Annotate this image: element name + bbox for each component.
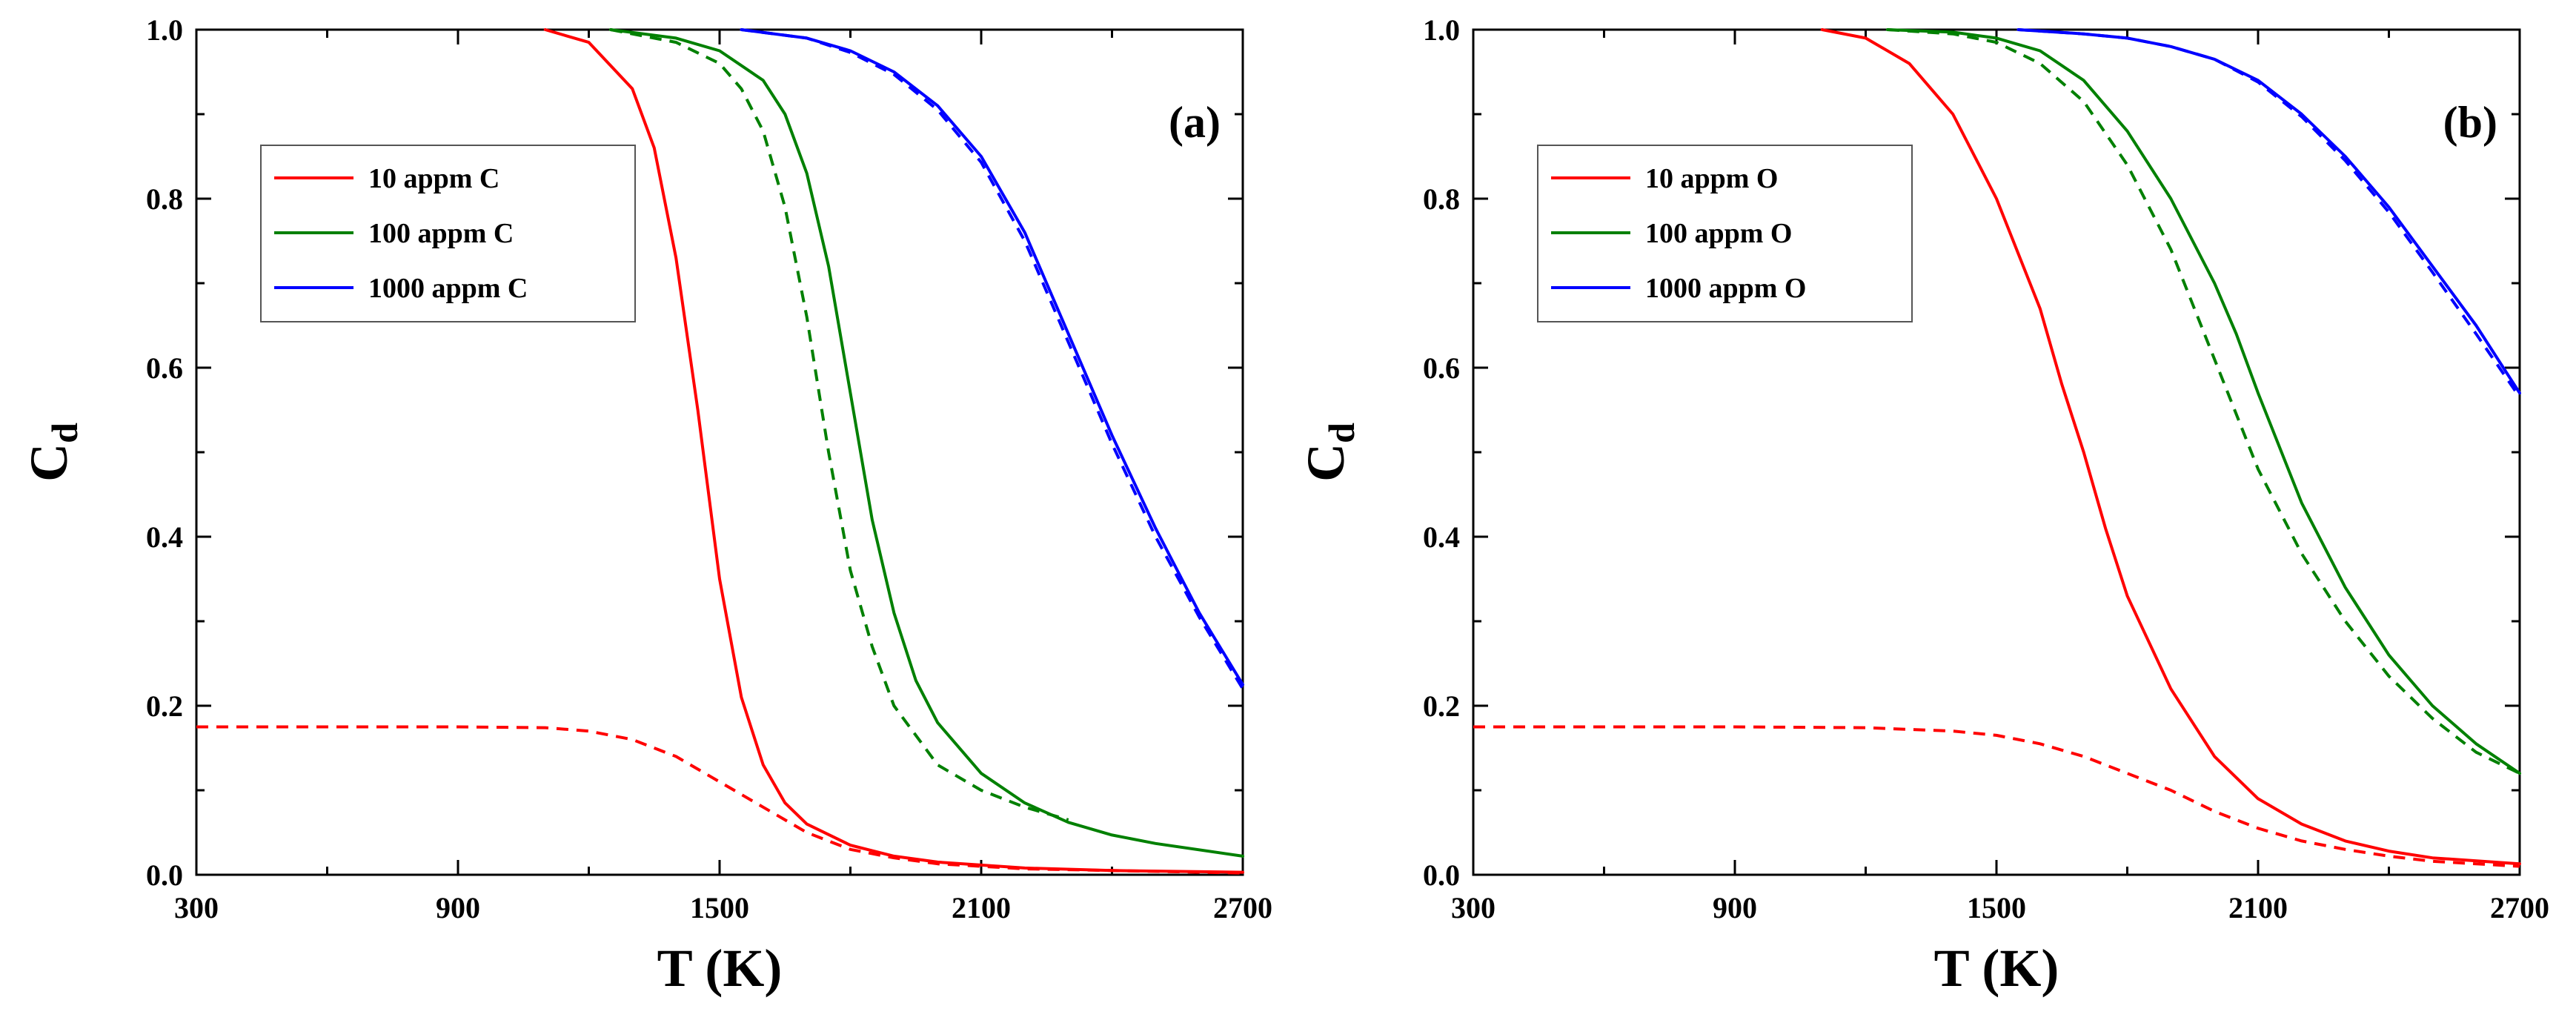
x-axis-title-a: T (K) xyxy=(657,939,783,998)
legend-label-b: 100 appm O xyxy=(1645,218,1792,249)
y-tick-label-b: 0.0 xyxy=(1423,858,1460,892)
legend-box-b xyxy=(1537,145,1913,322)
series-line-a-1 xyxy=(196,725,1244,875)
panel-label-b: (b) xyxy=(2443,98,2497,147)
panel-b: 300 900 1500 2100 2700 0.0 0.2 0.4 0.6 0.8 1.0 10 … xyxy=(1296,13,2549,998)
legend-label-b: 1000 appm O xyxy=(1645,273,1806,304)
series-line-a-3 xyxy=(610,28,1069,821)
y-tick-label-b: 0.2 xyxy=(1423,689,1460,723)
ticks-a: 300 900 1500 2100 2700 0.0 0.2 0.4 0.6 0.8 1.0 xyxy=(146,13,1272,924)
series-b xyxy=(1473,28,2521,868)
x-tick-label-b: 900 xyxy=(1713,891,1757,924)
y-tick-label-b: 1.0 xyxy=(1423,13,1460,47)
y-tick-label-b: 0.4 xyxy=(1423,520,1460,554)
x-tick-label-a: 2100 xyxy=(952,891,1011,924)
x-tick-label-b: 300 xyxy=(1451,891,1496,924)
legend-label-b: 10 appm O xyxy=(1645,163,1778,194)
series-line-a-5 xyxy=(741,28,1244,690)
legend-label-a: 100 appm C xyxy=(368,218,514,249)
y-tick-label-b: 0.6 xyxy=(1423,351,1460,385)
legend-label-a: 10 appm C xyxy=(368,163,499,194)
x-tick-label-b: 2700 xyxy=(2490,891,2549,924)
series-line-b-0 xyxy=(1820,28,2521,866)
x-tick-label-b: 2100 xyxy=(2228,891,2288,924)
legend-label-a: 1000 appm C xyxy=(368,273,528,304)
y-axis-title-main-b: C xyxy=(1296,443,1355,482)
x-axis-title-b: T (K) xyxy=(1934,939,2059,998)
y-tick-label-a: 1.0 xyxy=(146,13,183,47)
x-tick-label-b: 1500 xyxy=(1967,891,2026,924)
series-line-b-5 xyxy=(2018,28,2521,399)
y-tick-label-a: 0.4 xyxy=(146,520,183,554)
series-line-b-4 xyxy=(2016,28,2521,395)
y-axis-title-sub-a: d xyxy=(44,423,85,443)
series-line-b-3 xyxy=(1887,28,2520,775)
x-tick-label-a: 900 xyxy=(436,891,480,924)
ticks-b: 300 900 1500 2100 2700 0.0 0.2 0.4 0.6 0.8 1.0 xyxy=(1423,13,2549,924)
y-tick-label-a: 0.6 xyxy=(146,351,183,385)
series-line-b-1 xyxy=(1473,725,2520,868)
y-tick-label-a: 0.2 xyxy=(146,689,183,723)
y-axis-title-b: Cd xyxy=(1296,423,1362,482)
series-a xyxy=(196,28,1244,875)
series-line-b-2 xyxy=(1885,28,2521,775)
panel-label-a: (a) xyxy=(1169,98,1221,147)
y-axis-title-main-a: C xyxy=(19,443,79,482)
legend-a: 10 appm C 100 appm C 1000 appm C xyxy=(260,145,636,322)
x-tick-label-a: 1500 xyxy=(690,891,749,924)
x-tick-label-a: 2700 xyxy=(1213,891,1272,924)
panel-a: 300 900 1500 2100 2700 0.0 0.2 0.4 0.6 0.8 1.0 10 … xyxy=(19,13,1272,998)
y-tick-label-a: 0.8 xyxy=(146,182,183,216)
y-axis-title-a: Cd xyxy=(19,423,85,482)
y-tick-label-a: 0.0 xyxy=(146,858,183,892)
x-tick-label-a: 300 xyxy=(174,891,219,924)
series-line-a-2 xyxy=(608,28,1244,858)
y-tick-label-b: 0.8 xyxy=(1423,182,1460,216)
y-axis-title-sub-b: d xyxy=(1321,423,1362,443)
series-line-a-0 xyxy=(543,28,1244,874)
series-line-a-4 xyxy=(740,28,1244,686)
legend-b: 10 appm O 100 appm O 1000 appm O xyxy=(1537,145,1913,322)
